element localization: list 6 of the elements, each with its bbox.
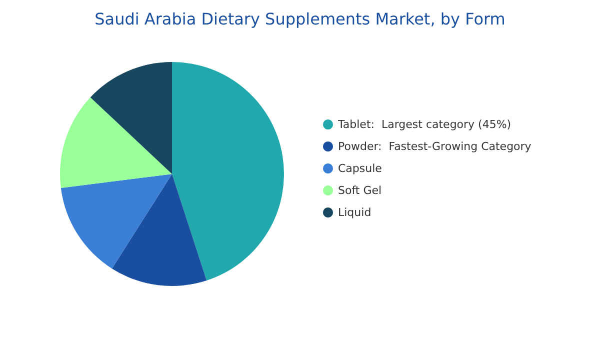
legend-label: Soft Gel bbox=[338, 184, 382, 197]
legend-label: Capsule bbox=[338, 162, 382, 175]
chart-title: Saudi Arabia Dietary Supplements Market, by Form bbox=[94, 10, 506, 28]
legend-label: Liquid bbox=[338, 206, 372, 219]
legend-label: Powder: Fastest-Growing Category bbox=[338, 140, 532, 153]
legend-label: Tablet: Largest category (45%) bbox=[337, 118, 512, 131]
